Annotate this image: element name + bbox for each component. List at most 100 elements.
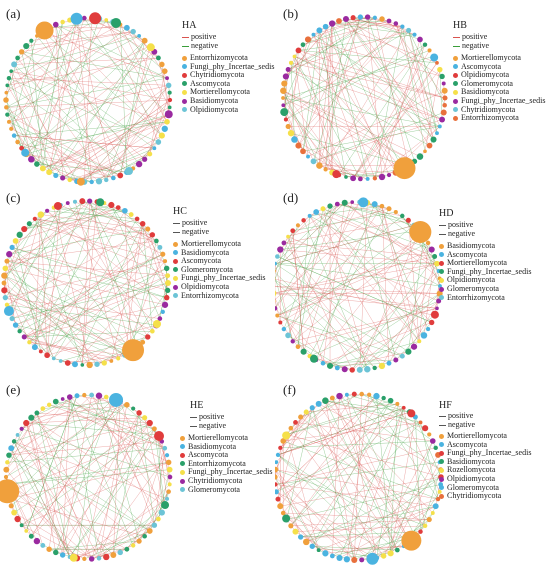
network-node bbox=[373, 393, 379, 399]
network-node bbox=[372, 201, 378, 207]
network-node bbox=[3, 295, 8, 300]
network-node bbox=[298, 534, 303, 539]
network-node bbox=[156, 139, 162, 145]
network-hub-node bbox=[282, 515, 290, 523]
network-hub-node bbox=[154, 431, 164, 441]
legend-negative-c: negative bbox=[173, 227, 209, 236]
network-node bbox=[162, 126, 168, 132]
network-hub-node bbox=[430, 54, 438, 62]
network-node bbox=[285, 333, 291, 339]
network-node bbox=[276, 453, 280, 457]
legend-positive-label: positive bbox=[199, 412, 224, 421]
network-node bbox=[430, 438, 436, 444]
network-node bbox=[82, 557, 86, 561]
network-node bbox=[5, 460, 9, 464]
network-node bbox=[433, 446, 437, 450]
network-node bbox=[429, 246, 435, 252]
network-node bbox=[12, 439, 17, 444]
network-node bbox=[316, 162, 322, 168]
network-node bbox=[303, 539, 310, 546]
network-node bbox=[129, 212, 134, 217]
network-hub-node bbox=[4, 306, 14, 316]
legend-dot-icon bbox=[173, 293, 178, 298]
network-edge bbox=[14, 441, 150, 531]
legend-dot-icon bbox=[453, 64, 458, 69]
network-node bbox=[60, 175, 65, 180]
legend-label: Chytridiomycota bbox=[447, 491, 501, 500]
panel-a: (a) HA positive negative Entorrhizomycot… bbox=[0, 0, 275, 190]
network-node bbox=[290, 228, 295, 233]
network-node bbox=[431, 511, 435, 515]
legend-positive-label: positive bbox=[448, 411, 473, 420]
panel-c: (c) HC positive negative Mortierellomyco… bbox=[0, 190, 275, 380]
network-node bbox=[163, 259, 167, 263]
legend-negative-label: negative bbox=[448, 420, 475, 429]
network-node bbox=[164, 119, 170, 125]
network-hub-node bbox=[96, 198, 104, 206]
network-node bbox=[68, 178, 72, 182]
network-node bbox=[16, 433, 20, 437]
network-hub-node bbox=[36, 21, 54, 39]
network-node bbox=[305, 36, 311, 42]
network-node bbox=[301, 349, 307, 355]
network-node bbox=[28, 156, 35, 163]
network-node bbox=[277, 503, 283, 509]
negative-line-icon bbox=[439, 425, 446, 426]
network-node bbox=[137, 34, 141, 38]
network-node bbox=[34, 538, 40, 544]
network-node bbox=[388, 550, 394, 556]
legend-dot-icon bbox=[453, 90, 458, 95]
network-node bbox=[81, 363, 85, 367]
network-edge bbox=[283, 422, 420, 441]
network-edge bbox=[22, 429, 170, 477]
network-node bbox=[165, 288, 170, 293]
network-edge bbox=[287, 434, 319, 550]
network-node bbox=[317, 548, 321, 552]
legend-dot-icon bbox=[173, 285, 178, 290]
legend-dot-icon bbox=[180, 436, 185, 441]
network-node bbox=[166, 83, 171, 88]
network-node bbox=[4, 259, 9, 264]
network-node bbox=[327, 203, 332, 208]
network-edge bbox=[283, 30, 408, 105]
legend-dot-icon bbox=[453, 107, 458, 112]
network-node bbox=[316, 401, 322, 407]
network-hub-node bbox=[89, 12, 101, 24]
network-node bbox=[65, 360, 71, 366]
network-node bbox=[289, 426, 294, 431]
network-node bbox=[293, 55, 297, 59]
legend-negative-d: negative bbox=[439, 229, 475, 238]
network-node bbox=[79, 198, 85, 204]
legend-dot-icon bbox=[180, 487, 185, 492]
network-node bbox=[308, 214, 312, 218]
network-node bbox=[358, 14, 363, 19]
network-node bbox=[426, 241, 430, 245]
network-node bbox=[345, 393, 349, 397]
network-node bbox=[116, 205, 121, 210]
network-node bbox=[358, 177, 363, 182]
network-node bbox=[3, 266, 9, 272]
panel-e: (e) HE positive negative Mortierellomyco… bbox=[0, 380, 275, 570]
network-node bbox=[5, 83, 9, 87]
network-node bbox=[393, 357, 398, 362]
network-node bbox=[350, 367, 355, 372]
network-edge bbox=[37, 413, 92, 559]
network-hub-node bbox=[109, 393, 123, 407]
network-hub-node bbox=[431, 311, 439, 319]
network-node bbox=[104, 18, 108, 22]
positive-line-icon bbox=[439, 416, 446, 417]
network-node bbox=[8, 445, 14, 451]
network-edge bbox=[77, 19, 92, 182]
network-node bbox=[296, 223, 300, 227]
network-node bbox=[438, 125, 442, 129]
positive-line-icon bbox=[453, 37, 460, 38]
network-node bbox=[427, 48, 431, 52]
network-node bbox=[336, 555, 342, 561]
network-node bbox=[4, 475, 8, 479]
network-node bbox=[278, 446, 282, 450]
network-node bbox=[33, 217, 37, 221]
legend-dot-icon bbox=[453, 116, 458, 121]
network-node bbox=[159, 133, 165, 139]
